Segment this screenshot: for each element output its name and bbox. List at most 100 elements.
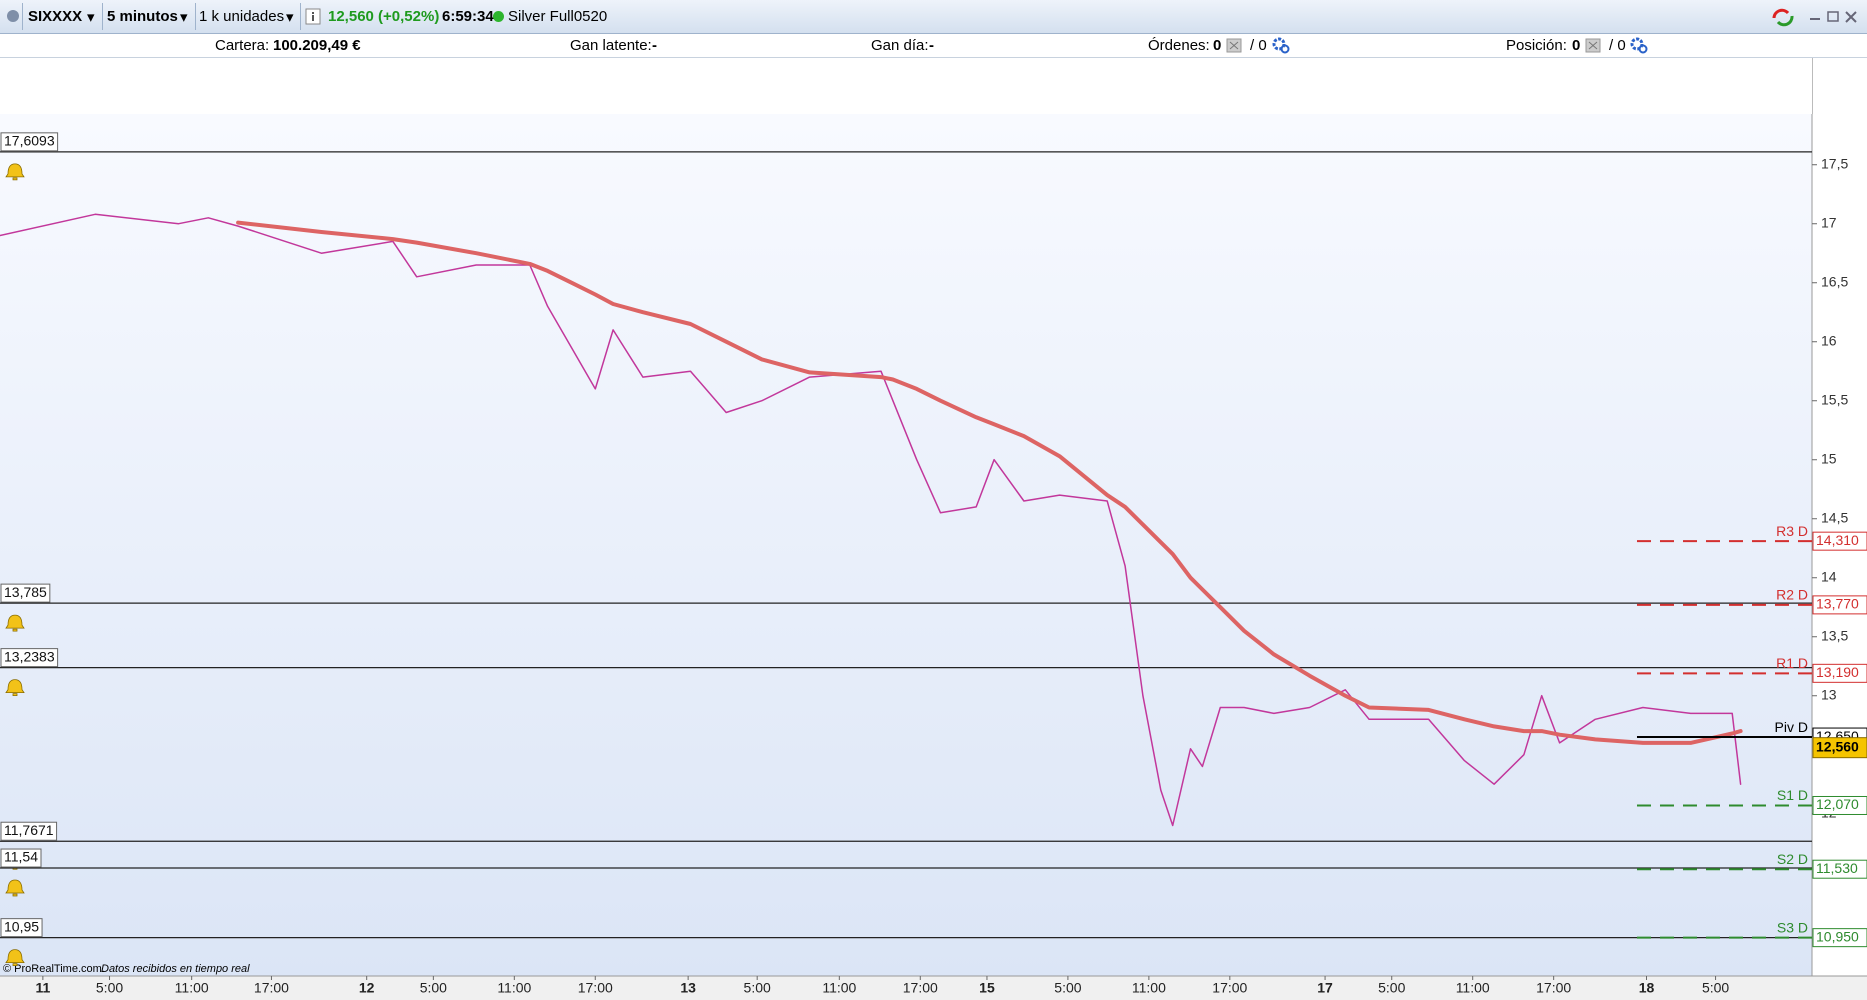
time-axis-background	[0, 976, 1867, 1000]
pivot-name: R1 D	[1776, 655, 1808, 671]
pivot-name: S2 D	[1777, 851, 1808, 867]
pivot-value: 13,190	[1816, 664, 1859, 680]
interval-dropdown[interactable]: 5 minutos	[107, 8, 178, 25]
alert-bell	[5, 614, 25, 632]
empty-panel	[0, 58, 1813, 115]
alert-label-box	[0, 848, 42, 868]
clock: 6:59:34	[442, 8, 494, 25]
x-tick-label: 11:00	[1456, 980, 1490, 996]
x-tick-label: 15	[979, 980, 995, 996]
alert-label: 13,2383	[4, 648, 55, 664]
x-tick-label: 17:00	[1536, 980, 1571, 996]
info-label: Órdenes:	[1148, 37, 1210, 54]
pivot-value-box	[1812, 859, 1867, 879]
info-label: Gan latente:	[570, 37, 652, 54]
x-tick-label: 17:00	[578, 980, 613, 996]
alert-bell	[5, 679, 25, 697]
info-value: 0	[1213, 37, 1222, 54]
pivot-value: 10,950	[1816, 928, 1859, 944]
x-tick-label: 13	[680, 980, 696, 996]
settings-icon[interactable]	[1630, 37, 1648, 54]
instrument: Silver Full0520	[508, 8, 608, 25]
pivot-value: 11,530	[1816, 860, 1858, 876]
y-tick-label: 16	[1821, 332, 1837, 348]
x-tick-label: 5:00	[1702, 980, 1729, 996]
dropdown-arrow: ▾	[286, 9, 294, 26]
info-extra: / 0	[1250, 37, 1267, 54]
x-tick-label: 17	[1317, 980, 1333, 996]
x-tick-label: 11:00	[822, 980, 856, 996]
y-tick-label: 15,5	[1821, 391, 1848, 407]
y-tick-label: 13	[1821, 686, 1837, 702]
price-change: 12,560 (+0,52%)	[328, 8, 440, 25]
series-line	[236, 220, 1743, 745]
y-tick-label: 15	[1821, 450, 1837, 466]
x-tick-label: 11	[35, 980, 50, 996]
x-tick-label: 12	[359, 980, 375, 996]
pivot-value: 13,770	[1816, 596, 1859, 612]
pivot-value-box	[1812, 595, 1867, 615]
x-tick-label: 17:00	[254, 980, 289, 996]
info-bar: Cartera: 100.209,49 € Gan latente: - Gan…	[0, 34, 1867, 58]
alert-label-box	[0, 648, 59, 668]
pivot-value: 14,310	[1816, 532, 1859, 548]
footer-note: Datos recibidos en tiempo real	[101, 963, 250, 975]
info-label: Cartera:	[215, 37, 270, 54]
alert-label: 10,95	[4, 918, 39, 934]
alert-label: 11,7671	[4, 822, 54, 838]
menu-icon[interactable]	[6, 8, 20, 24]
alert-label-box	[0, 821, 58, 841]
info-label: Posición:	[1506, 37, 1567, 54]
symbol-dropdown[interactable]: SIXXXX	[28, 8, 83, 25]
x-tick-label: 11:00	[175, 980, 209, 996]
cancel-icon[interactable]	[1585, 38, 1601, 53]
x-tick-label: 5:00	[420, 980, 447, 996]
series-line	[0, 213, 1742, 827]
y-tick-label: 17,5	[1821, 155, 1848, 171]
pivot-value-box	[1812, 531, 1867, 551]
info-label: Gan día:	[871, 37, 929, 54]
pivot-value-box	[1812, 928, 1867, 948]
info-value: -	[929, 37, 934, 54]
y-tick-label: 14	[1821, 568, 1837, 584]
window-controls[interactable]	[1770, 6, 1862, 28]
quantity-dropdown[interactable]: 1 k unidades	[199, 8, 285, 25]
pivot-name: R3 D	[1776, 523, 1808, 539]
separator	[22, 3, 23, 30]
info-icon[interactable]	[305, 8, 321, 25]
pivot-value-box	[1812, 795, 1867, 815]
x-tick-label: 17:00	[903, 980, 938, 996]
alert-label: 17,6093	[4, 133, 55, 149]
pivot-name: R2 D	[1776, 587, 1808, 603]
pivot-name: S1 D	[1777, 787, 1808, 803]
cancel-icon[interactable]	[1226, 38, 1242, 53]
info-value: -	[652, 37, 657, 54]
separator	[195, 3, 196, 30]
separator	[300, 3, 301, 30]
alert-label-box	[0, 583, 51, 603]
x-tick-label: 18	[1639, 980, 1655, 996]
info-value: 100.209,49 €	[273, 37, 361, 54]
separator	[102, 3, 103, 30]
y-tick-label: 17	[1821, 214, 1837, 230]
pivot-name: Piv D	[1775, 719, 1808, 735]
x-tick-label: 5:00	[1378, 980, 1405, 996]
x-tick-label: 5:00	[96, 980, 123, 996]
footer-source: © ProRealTime.com.	[3, 963, 105, 975]
alert-bell	[5, 163, 25, 181]
pivot-value: 12,070	[1816, 796, 1859, 812]
settings-icon[interactable]	[1272, 37, 1290, 54]
dropdown-arrow: ▾	[180, 9, 188, 26]
status-dot	[493, 11, 504, 22]
chart: © ProRealTime.com. Datos recibidos en ti…	[0, 114, 1867, 1000]
last-price: 12,560	[1816, 738, 1859, 754]
info-value: 0	[1572, 37, 1581, 54]
x-tick-label: 5:00	[744, 980, 771, 996]
pivot-value-box	[1812, 663, 1867, 683]
alert-label-box	[0, 132, 59, 152]
alert-bell	[5, 949, 25, 967]
last-price-box	[1812, 737, 1867, 759]
pivot-name: S3 D	[1777, 919, 1808, 935]
dropdown-arrow: ▾	[87, 9, 95, 26]
